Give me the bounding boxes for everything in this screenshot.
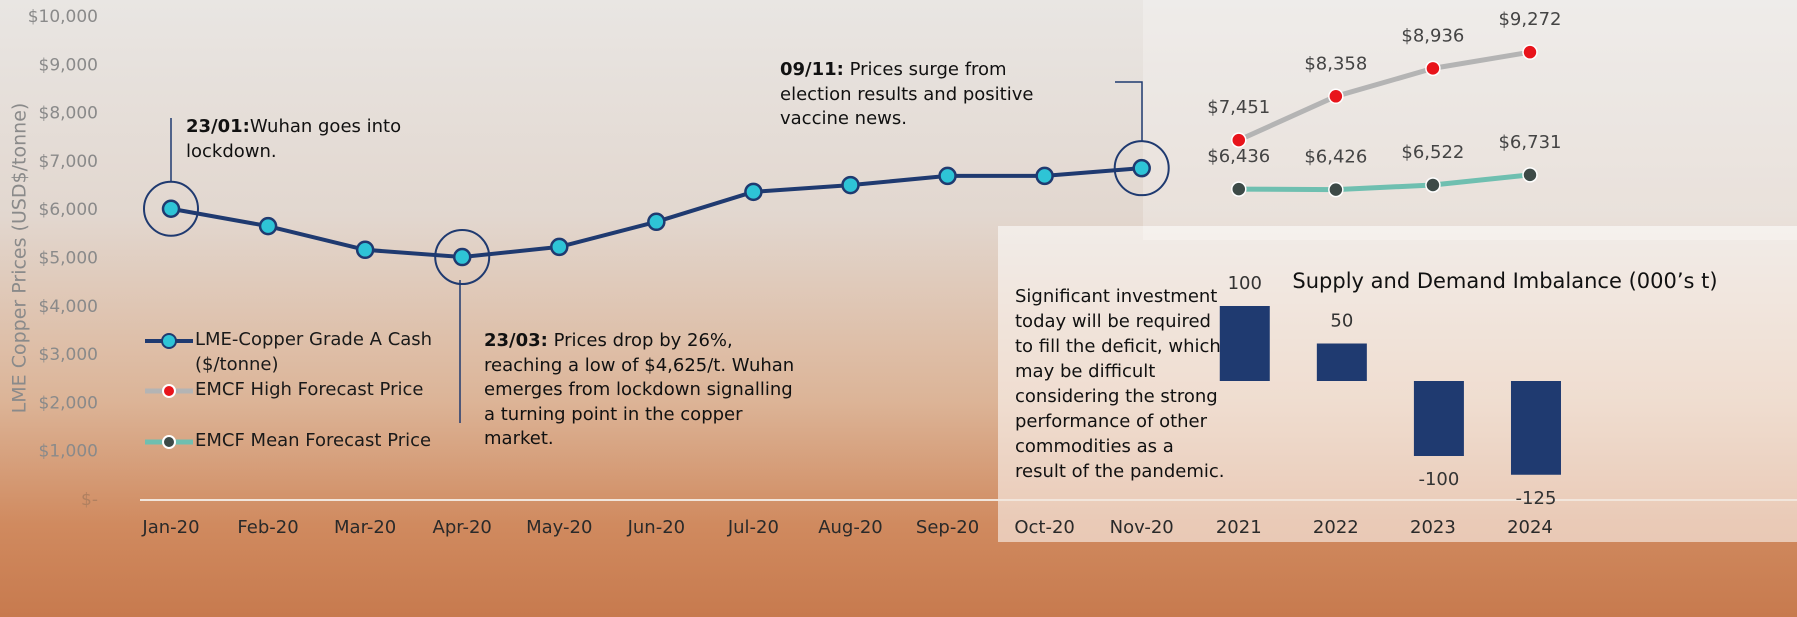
point (1328, 88, 1344, 105)
point (1328, 181, 1344, 198)
data-label: $9,272 (1498, 9, 1561, 30)
annotation: 23/01:Wuhan goes into lockdown. (186, 115, 416, 164)
point (1425, 177, 1441, 193)
point (744, 182, 763, 202)
annotation-date: 09/11: (780, 59, 844, 80)
point (647, 212, 666, 232)
legend-label: LME-Copper Grade A Cash ($/tonne) (195, 329, 433, 375)
bar (1316, 343, 1367, 381)
data-label: $7,451 (1207, 97, 1270, 118)
x-tick-label: Apr-20 (433, 517, 492, 538)
legend-label: EMCF Mean Forecast Price (195, 430, 432, 451)
data-label: $6,436 (1207, 146, 1270, 167)
point (1231, 181, 1247, 197)
highlight-ring (1113, 140, 1170, 197)
annotation: 23/03: Prices drop by 26%, reaching a lo… (484, 329, 804, 452)
data-label: $6,426 (1304, 147, 1367, 168)
annotation: 09/11: Prices surge from election result… (780, 58, 1080, 132)
data-label: $6,731 (1498, 132, 1561, 153)
point (841, 175, 860, 195)
y-tick-label: $8,000 (39, 104, 98, 124)
annotation-date: 23/01: (186, 116, 250, 137)
point (355, 240, 375, 260)
point (258, 216, 278, 236)
y-tick-label: $- (81, 490, 98, 510)
bar-title: Supply and Demand Imbalance (000’s t) (1292, 269, 1717, 293)
highlight-ring (143, 180, 199, 237)
leader-line (1115, 81, 1143, 141)
x-tick-label: Oct-20 (1014, 517, 1075, 538)
series-line (1238, 172, 1531, 193)
point (1231, 132, 1247, 148)
panel-top (1143, 0, 1797, 240)
x-tick-label: Feb-20 (237, 517, 298, 538)
y-tick-label: $5,000 (39, 249, 98, 269)
bar (1219, 306, 1270, 381)
annotation-text: Prices surge from election results and p… (780, 59, 1040, 129)
data-label: $8,936 (1401, 25, 1464, 46)
point (161, 199, 181, 219)
x-tick-label: Mar-20 (334, 517, 396, 538)
y-tick-label: $3,000 (39, 345, 98, 365)
point (1522, 44, 1538, 60)
bar (1413, 381, 1464, 456)
x-tick-label: Jul-20 (727, 517, 779, 538)
point (452, 247, 472, 267)
bar-label: -100 (1418, 469, 1459, 490)
y-tick-label: $4,000 (39, 297, 98, 317)
bar (1510, 381, 1561, 475)
x-tick-label: Sep-20 (916, 517, 979, 538)
legend-marker (162, 384, 176, 398)
y-tick-label: $2,000 (39, 393, 98, 413)
x-tick-label: 2023 (1410, 517, 1456, 538)
x-tick-label: Jan-20 (141, 517, 199, 538)
annotation-text: Wuhan goes into lockdown. (186, 116, 407, 162)
point (550, 237, 569, 257)
data-label: $6,522 (1401, 142, 1464, 163)
legend-label: EMCF High Forecast Price (195, 379, 424, 400)
highlight-ring (434, 229, 491, 286)
point (1425, 60, 1441, 77)
series-line (1237, 49, 1531, 143)
legend-marker (161, 333, 177, 349)
y-tick-label: $7,000 (39, 152, 98, 172)
y-tick-label: $1,000 (39, 442, 98, 462)
x-tick-label: Jun-20 (627, 517, 686, 538)
y-axis-label: LME Copper Prices (USD$/tonne) (9, 103, 31, 414)
panel (998, 226, 1797, 542)
y-tick-label: $10,000 (28, 7, 98, 27)
x-tick-label: May-20 (526, 517, 592, 538)
point (938, 166, 957, 186)
x-tick-label: Aug-20 (818, 517, 883, 538)
y-tick-label: $6,000 (39, 200, 98, 220)
annotation-date: 23/03: (484, 330, 548, 351)
data-label: $8,358 (1304, 53, 1367, 74)
text-box: Significant investment today will be req… (1015, 286, 1225, 482)
x-tick-label: Nov-20 (1110, 517, 1174, 538)
x-tick-label: 2021 (1216, 517, 1262, 538)
point (1132, 158, 1151, 178)
point (1035, 166, 1054, 186)
bar-label: 50 (1330, 311, 1353, 332)
y-tick-label: $9,000 (39, 55, 98, 75)
x-tick-label: 2022 (1313, 517, 1359, 538)
bar-label: -125 (1516, 488, 1557, 509)
x-tick-label: 2024 (1507, 517, 1553, 538)
annotation-text: Prices drop by 26%, reaching a low of $4… (484, 330, 800, 449)
point (1522, 167, 1538, 183)
bar-label: 100 (1228, 273, 1262, 294)
legend-marker (162, 435, 176, 449)
